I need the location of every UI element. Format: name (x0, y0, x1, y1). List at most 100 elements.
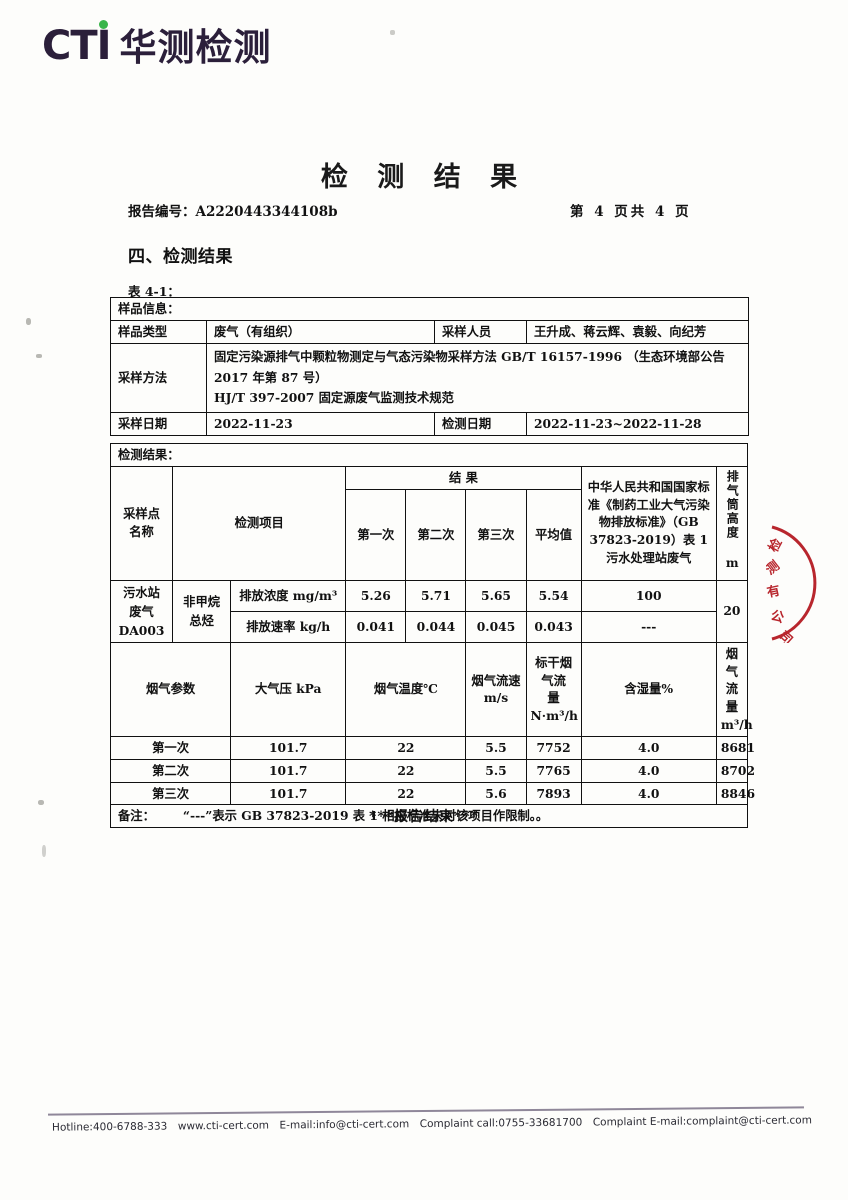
end-of-report-mark: ***报告结束*** (369, 809, 479, 825)
footer-website[interactable]: www.cti-cert.com (177, 1119, 270, 1133)
row-test-item: 非甲烷 总烃 (172, 579, 232, 643)
header-result-group: 结 果 (345, 465, 582, 490)
logo-company-name: 华测检测 (119, 26, 272, 69)
logo-mark: CTI (42, 20, 112, 69)
scan-speck (390, 30, 395, 35)
cell-rate-run1: 0.041 (345, 610, 407, 643)
svg-text:有: 有 (766, 583, 782, 601)
flue-row1-std-flow: 7752 (525, 735, 582, 760)
scan-speck (36, 354, 42, 358)
page-title: 检 测 结 果 (320, 162, 528, 193)
cell-rate-average: 0.043 (525, 610, 582, 643)
table-row: 检测结果： (110, 443, 748, 467)
header-run-1: 第一次 (345, 488, 407, 581)
table-row: 第一次 101.7 22 5.5 7752 4.0 8681 (109, 735, 755, 760)
cell-conc-run1: 5.26 (345, 579, 407, 612)
table-row: 采样方法 固定污染源排气中颗粒物测定与气态污染物采样方法 GB/T 16157-… (110, 342, 749, 414)
table-row: 第三次 101.7 22 5.6 7893 4.0 8846 (109, 781, 755, 806)
flue-row2-pressure: 101.7 (230, 758, 347, 783)
flue-row2-humidity: 4.0 (580, 758, 717, 783)
flue-row1-temperature: 22 (345, 735, 467, 760)
testing-date-value: 2022-11-23~2022-11-28 (526, 412, 749, 437)
remark-text: “---”表示 GB 37823-2019 表 1 相应标准未对该项目作限制。。 (182, 808, 549, 824)
flue-row1-param: 第一次 (109, 735, 232, 760)
flue-row2-velocity: 5.5 (465, 758, 527, 783)
flue-row3-flow: 8846 (715, 781, 755, 806)
table-header-row: 烟气参数 大气压 kPa 烟气温度℃ 烟气流速 m/s 标干烟气流 量 N·m³… (109, 641, 753, 737)
flue-header-std-flow: 标干烟气流 量 N·m³/h (525, 641, 582, 737)
logo-green-dot-icon (98, 20, 108, 29)
remark-row: 备注： “---”表示 GB 37823-2019 表 1 相应标准未对该项目作限… (110, 804, 748, 829)
header-average: 平均值 (525, 488, 582, 581)
table-row: 样品类型 废气（有组织） 采样人员 王升成、蒋云辉、袁毅、向纪芳 (110, 319, 749, 344)
sample-type-label: 样品类型 (110, 319, 207, 344)
cell-conc-average: 5.54 (525, 579, 582, 612)
section-heading: 四、检测结果 (128, 247, 233, 267)
footer-complaint-email[interactable]: Complaint E-mail:complaint@cti-cert.com (592, 1114, 812, 1129)
remark-label: 备注： (118, 808, 155, 824)
flue-row3-velocity: 5.6 (465, 781, 527, 806)
flue-row2-param: 第二次 (109, 758, 232, 783)
sampling-method-value: 固定污染源排气中颗粒物测定与气态污染物采样方法 GB/T 16157-1996 … (206, 342, 749, 414)
company-logo: CTI 华测检测 (42, 20, 272, 69)
test-results-table: 检测结果： 采样点 名称 检测项目 结 果 中华人民共和国国家标准《制药工业大气… (109, 443, 755, 829)
row-metric-rate: 排放速率 kg/h (230, 610, 347, 643)
table-row: 样品信息： (110, 297, 749, 321)
flue-row2-temperature: 22 (345, 758, 467, 783)
svg-text:测: 测 (766, 558, 783, 579)
page-footer: Hotline:400-6788-333 www.cti-cert.com E-… (52, 1114, 812, 1133)
header-emission-standard: 中华人民共和国国家标准《制药工业大气污染物排放标准》（GB 37823-2019… (580, 465, 717, 581)
footer-complaint-call: Complaint call:0755-33681700 (419, 1116, 583, 1131)
flue-row3-pressure: 101.7 (230, 781, 347, 806)
scan-speck (38, 800, 44, 805)
cell-conc-run2: 5.71 (405, 579, 467, 612)
sampling-method-label: 采样方法 (110, 342, 207, 414)
svg-text:公: 公 (769, 608, 786, 626)
flue-row1-pressure: 101.7 (230, 735, 347, 760)
results-section-label: 检测结果： (110, 443, 748, 467)
table-row: 备注： “---”表示 GB 37823-2019 表 1 相应标准未对该项目作限… (110, 804, 748, 829)
cell-conc-run3: 5.65 (465, 579, 527, 612)
row-metric-concentration: 排放浓度 mg/m³ (230, 579, 347, 612)
table-row: 第二次 101.7 22 5.5 7765 4.0 8702 (109, 758, 755, 783)
header-point-name: 采样点 名称 (109, 465, 174, 581)
seal-svg: 检 测 有 公 司 (766, 525, 817, 643)
sampling-staff-label: 采样人员 (434, 319, 527, 344)
table-caption: 表 4-1： (128, 284, 180, 299)
header-run-3: 第三次 (465, 488, 527, 581)
table-row: 采样日期 2022-11-23 检测日期 2022-11-23~2022-11-… (110, 412, 749, 437)
flue-header-param: 烟气参数 (109, 641, 232, 737)
cell-conc-standard: 100 (580, 579, 717, 612)
scan-speck (26, 318, 31, 325)
flue-row1-velocity: 5.5 (465, 735, 527, 760)
logo-mark-text: CTI (42, 23, 112, 69)
cell-rate-run2: 0.044 (405, 610, 467, 643)
sample-info-table: 样品信息： 样品类型 废气（有组织） 采样人员 王升成、蒋云辉、袁毅、向纪芳 采… (110, 297, 749, 437)
sampling-date-label: 采样日期 (110, 412, 207, 437)
flue-row3-humidity: 4.0 (580, 781, 717, 806)
cell-rate-standard: --- (580, 610, 717, 643)
footer-divider (48, 1106, 804, 1116)
table-header-row: 采样点 名称 检测项目 结 果 中华人民共和国国家标准《制药工业大气污染物排放标… (109, 465, 749, 581)
report-number: 报告编号：A2220443344108b (128, 200, 338, 220)
flue-header-humidity: 含湿量% (580, 641, 717, 737)
footer-hotline: Hotline:400-6788-333 (51, 1120, 168, 1134)
flue-row3-temperature: 22 (345, 781, 467, 806)
report-number-value: A2220443344108b (195, 204, 338, 220)
table-row: 污水站 废气 DA003 非甲烷 总烃 排放浓度 mg/m³ 5.26 5.71… (109, 579, 749, 643)
header-test-item: 检测项目 (172, 465, 347, 581)
scan-speck (42, 845, 46, 857)
header-run-2: 第二次 (405, 488, 467, 581)
sample-info-section-label: 样品信息： (110, 297, 749, 321)
cell-rate-run3: 0.045 (465, 610, 527, 643)
flue-row3-std-flow: 7893 (525, 781, 582, 806)
flue-row1-humidity: 4.0 (580, 735, 717, 760)
flue-header-temperature: 烟气温度℃ (345, 641, 467, 737)
flue-row2-flow: 8702 (715, 758, 755, 783)
testing-date-label: 检测日期 (434, 412, 527, 437)
footer-email[interactable]: E-mail:info@cti-cert.com (279, 1118, 410, 1132)
flue-header-flow: 烟气流量 m³/h (715, 641, 753, 737)
sampling-date-value: 2022-11-23 (206, 412, 435, 437)
header-stack-height-text: 排气筒高度 m (725, 469, 740, 572)
